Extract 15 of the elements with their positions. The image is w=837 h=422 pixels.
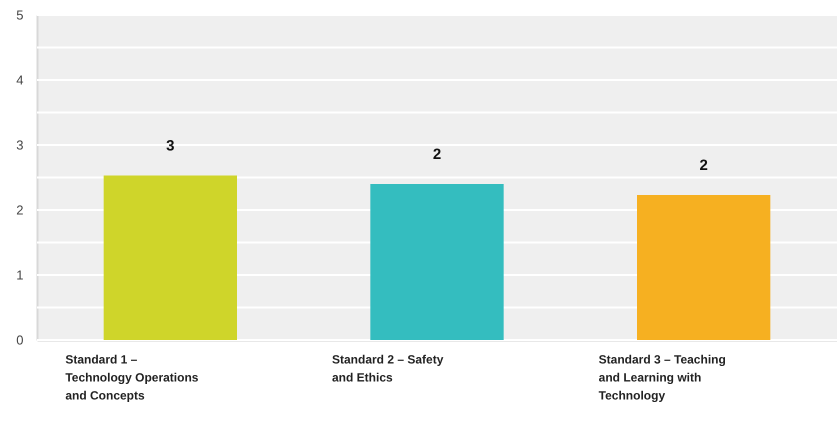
data-label: 2 <box>699 157 708 174</box>
y-tick-label: 0 <box>16 332 24 348</box>
y-tick-label: 4 <box>16 72 24 88</box>
y-tick-label: 3 <box>16 138 24 152</box>
y-tick-label: 1 <box>16 268 24 282</box>
x-tick-label: Standard 1 – Technology Operations and Concepts <box>65 352 199 402</box>
bar <box>370 184 504 340</box>
y-tick-label: 2 <box>16 202 24 218</box>
data-label: 3 <box>166 138 175 155</box>
y-tick-label: 5 <box>16 8 24 22</box>
x-tick-label: Standard 2 – Safety and Ethics <box>332 352 444 384</box>
bar <box>104 176 237 340</box>
bar <box>637 195 770 340</box>
data-label: 2 <box>432 146 442 163</box>
x-tick-label: Standard 3 – Teaching and Learning with Technology <box>598 352 726 402</box>
